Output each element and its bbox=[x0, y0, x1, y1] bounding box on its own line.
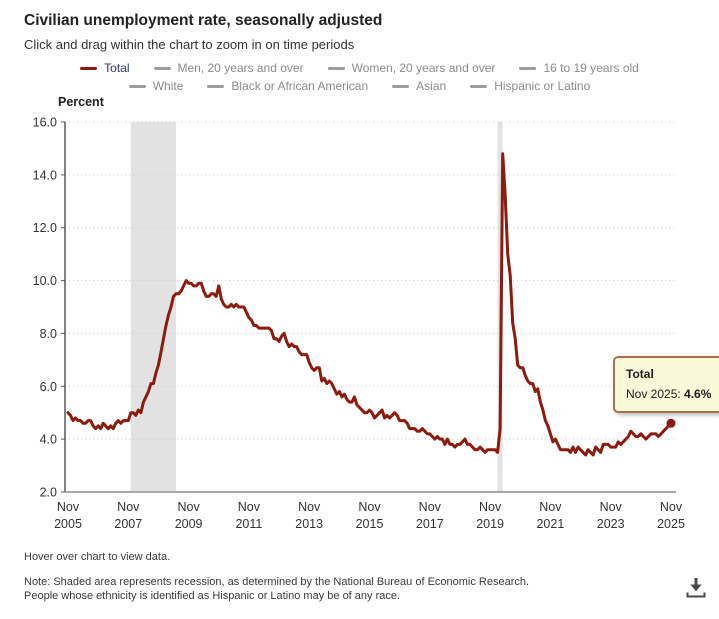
x-tick-month-label: Nov bbox=[660, 500, 683, 514]
x-tick-month-label: Nov bbox=[177, 500, 200, 514]
x-tick-year-label: 2009 bbox=[175, 517, 203, 531]
end-point-marker bbox=[666, 418, 676, 428]
legend-item-black-or-african-american[interactable]: Black or African American bbox=[207, 79, 368, 94]
line-swatch-icon bbox=[153, 67, 171, 70]
x-tick-month-label: Nov bbox=[298, 500, 321, 514]
legend-label: Men, 20 years and over bbox=[177, 61, 304, 75]
note-line-2: People whose ethnicity is identified as … bbox=[24, 590, 401, 602]
x-tick-year-label: 2013 bbox=[295, 517, 323, 531]
x-tick-year-label: 2017 bbox=[416, 517, 444, 531]
x-tick-year-label: 2023 bbox=[597, 517, 625, 531]
x-tick-year-label: 2021 bbox=[536, 517, 564, 531]
page-title: Civilian unemployment rate, seasonally a… bbox=[24, 12, 383, 29]
legend-row-1: Total Men, 20 years and over Women, 20 y… bbox=[0, 61, 719, 76]
y-tick-label: 8.0 bbox=[40, 327, 57, 341]
legend-label: Women, 20 years and over bbox=[351, 61, 496, 75]
download-icon bbox=[686, 578, 706, 598]
tooltip-series-name: Total bbox=[626, 367, 654, 381]
line-swatch-icon bbox=[327, 67, 345, 70]
y-tick-label: 2.0 bbox=[40, 486, 57, 500]
legend-label: White bbox=[152, 79, 184, 93]
legend-label: Black or African American bbox=[231, 79, 369, 93]
total-series-line bbox=[66, 152, 673, 457]
legend-item-total[interactable]: Total bbox=[80, 61, 130, 76]
chart-subtitle: Click and drag within the chart to zoom … bbox=[24, 37, 355, 52]
legend-label: Asian bbox=[416, 79, 447, 93]
x-tick-month-label: Nov bbox=[238, 500, 261, 514]
note-line-1: Note: Shaded area represents recession, … bbox=[24, 576, 530, 588]
y-tick-label: 10.0 bbox=[33, 274, 57, 288]
line-swatch-icon bbox=[470, 85, 488, 88]
tooltip-date-label: Nov 2025: bbox=[626, 387, 681, 401]
legend-row-2: White Black or African American Asian Hi… bbox=[0, 79, 719, 94]
legend: Total Men, 20 years and over Women, 20 y… bbox=[0, 61, 719, 94]
x-tick-month-label: Nov bbox=[539, 500, 562, 514]
legend-item-hispanic-or-latino[interactable]: Hispanic or Latino bbox=[470, 79, 590, 94]
y-tick-label: 12.0 bbox=[33, 221, 57, 235]
legend-label: 16 to 19 years old bbox=[543, 61, 639, 75]
y-tick-label: 16.0 bbox=[33, 116, 57, 130]
line-swatch-icon bbox=[519, 67, 537, 70]
x-tick-year-label: 2011 bbox=[235, 517, 262, 531]
x-tick-year-label: 2025 bbox=[657, 517, 685, 531]
hover-hint-text: Hover over chart to view data. bbox=[24, 551, 171, 563]
tooltip-value: 4.6% bbox=[684, 387, 712, 401]
x-tick-month-label: Nov bbox=[57, 500, 80, 514]
x-tick-year-label: 2005 bbox=[54, 517, 82, 531]
x-tick-year-label: 2015 bbox=[356, 517, 384, 531]
x-tick-month-label: Nov bbox=[117, 500, 140, 514]
legend-item-asian[interactable]: Asian bbox=[392, 79, 446, 94]
legend-label: Hispanic or Latino bbox=[494, 79, 591, 93]
line-swatch-icon bbox=[128, 85, 146, 88]
recession-band bbox=[130, 122, 176, 492]
x-tick-month-label: Nov bbox=[358, 500, 381, 514]
legend-item-16-to-19[interactable]: 16 to 19 years old bbox=[519, 61, 639, 76]
legend-item-women-20-and-over[interactable]: Women, 20 years and over bbox=[327, 61, 496, 76]
x-tick-month-label: Nov bbox=[419, 500, 442, 514]
tooltip: Total Nov 2025: 4.6% bbox=[613, 356, 719, 413]
y-tick-label: 14.0 bbox=[33, 168, 57, 182]
download-button[interactable] bbox=[680, 572, 712, 604]
legend-item-white[interactable]: White bbox=[128, 79, 184, 94]
legend-label: Total bbox=[104, 61, 130, 75]
x-tick-month-label: Nov bbox=[479, 500, 502, 514]
line-swatch-icon bbox=[80, 67, 98, 70]
line-swatch-icon bbox=[207, 85, 225, 88]
line-swatch-icon bbox=[392, 85, 410, 88]
y-tick-label: 4.0 bbox=[40, 433, 57, 447]
chart-plot-area[interactable]: 2.0 4.0 6.0 8.0 10.0 12.0 14.0 16.0 Nov 2005 Nov 20… bbox=[0, 110, 719, 555]
y-axis-title: Percent bbox=[58, 95, 104, 109]
tooltip-value-line: Nov 2025: 4.6% bbox=[626, 387, 711, 401]
legend-item-men-20-and-over[interactable]: Men, 20 years and over bbox=[153, 61, 304, 76]
x-tick-year-label: 2007 bbox=[114, 517, 142, 531]
y-tick-label: 6.0 bbox=[40, 380, 57, 394]
x-tick-year-label: 2019 bbox=[476, 517, 504, 531]
x-tick-month-label: Nov bbox=[600, 500, 623, 514]
